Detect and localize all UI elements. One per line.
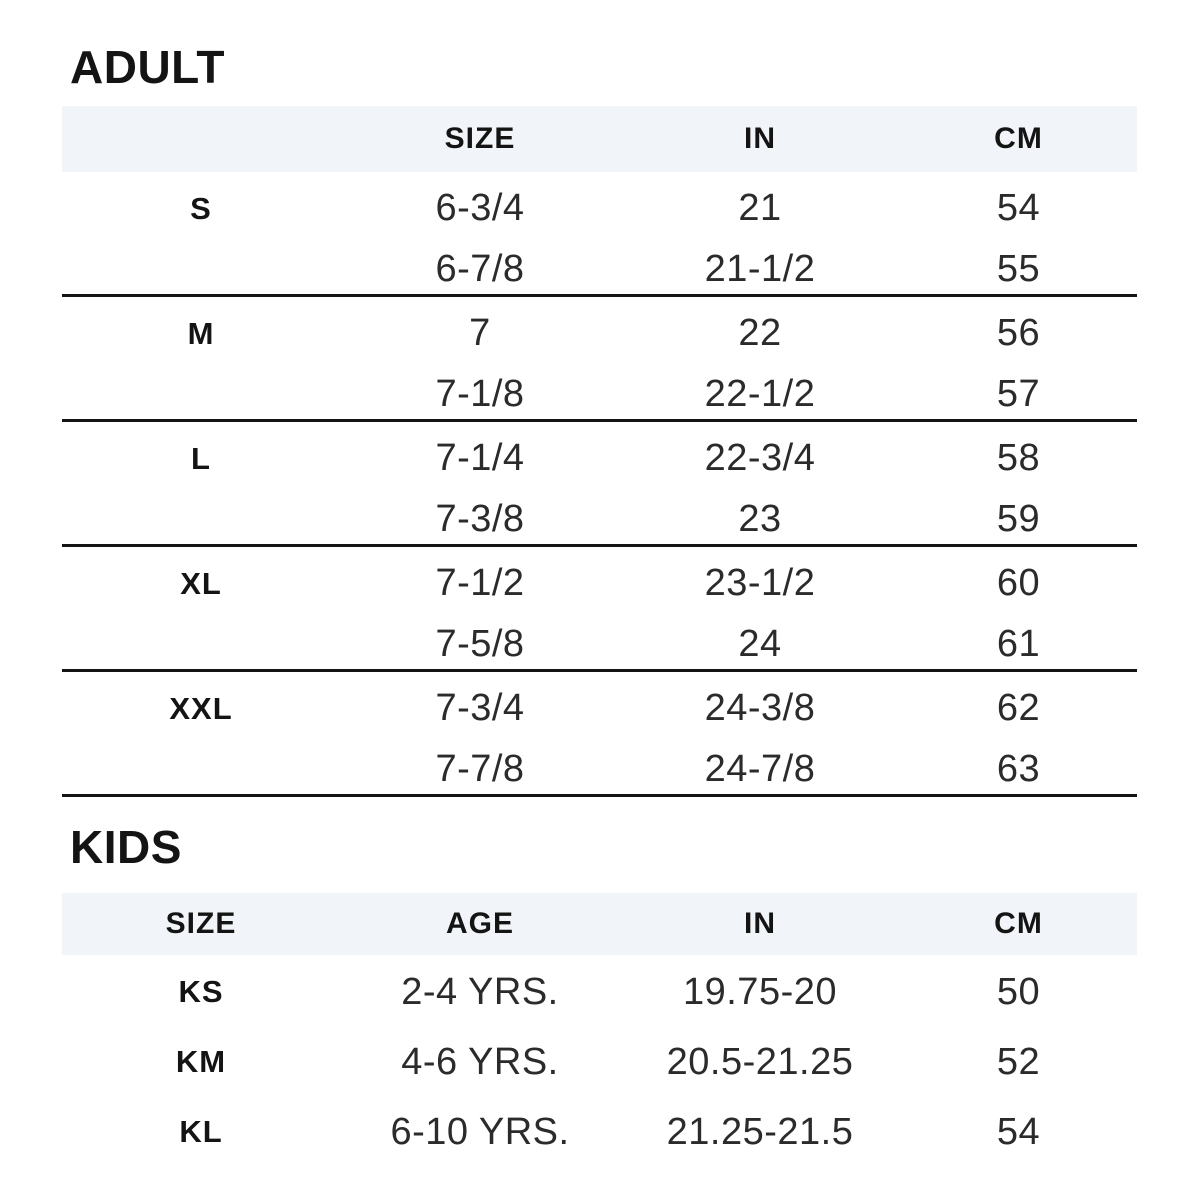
in-cell: 23-1/2 xyxy=(704,562,816,604)
cm-cell: 60 xyxy=(996,562,1041,604)
adult-column-header-cm: CM xyxy=(994,122,1043,155)
table-row: 7-1/8 22-1/2 57 xyxy=(62,358,1137,419)
size-cell: 7-1/2 xyxy=(435,562,525,604)
kids-column-header-in: IN xyxy=(744,907,776,940)
cm-cell: 55 xyxy=(996,248,1041,290)
cm-cell: 62 xyxy=(996,687,1041,729)
size-group-label: KL xyxy=(179,1114,223,1149)
size-group-label: L xyxy=(191,440,211,476)
kids-size-table: SIZE AGE IN CM KS 2-4 YRS. 19.75-20 50 K… xyxy=(62,893,1137,1165)
in-cell: 22-1/2 xyxy=(704,373,816,415)
adult-column-header-size: SIZE xyxy=(444,122,516,155)
cm-cell: 61 xyxy=(996,623,1041,665)
in-cell: 24 xyxy=(738,623,782,665)
size-cell: 7-3/4 xyxy=(435,687,525,729)
adult-size-group-m: M 7 22 56 7-1/8 22-1/2 57 xyxy=(62,297,1137,422)
size-cell: 7 xyxy=(469,312,491,354)
size-group-label: KS xyxy=(178,974,224,1009)
size-cell: 6-3/4 xyxy=(435,187,525,229)
size-cell: 7-1/8 xyxy=(435,373,525,415)
size-cell: 7-3/8 xyxy=(435,498,525,540)
size-group-label: M xyxy=(187,315,215,351)
adult-section-title: ADULT xyxy=(70,41,225,93)
table-row: L 7-1/4 22-3/4 58 xyxy=(62,422,1137,483)
table-row: 7-5/8 24 61 xyxy=(62,608,1137,669)
size-group-label: S xyxy=(190,190,212,226)
in-cell: 23 xyxy=(738,498,782,540)
table-row: 7-3/8 23 59 xyxy=(62,483,1137,544)
adult-table-header-row: SIZE IN CM xyxy=(62,106,1137,172)
cm-cell: 54 xyxy=(996,1110,1041,1153)
size-cell: 7-7/8 xyxy=(435,748,525,790)
in-cell: 22 xyxy=(738,312,782,354)
cm-cell: 56 xyxy=(996,312,1041,354)
kids-table-header-row: SIZE AGE IN CM xyxy=(62,893,1137,955)
age-cell: 6-10 YRS. xyxy=(390,1110,570,1153)
table-row: KS 2-4 YRS. 19.75-20 50 xyxy=(62,955,1137,1025)
table-row: S 6-3/4 21 54 xyxy=(62,172,1137,233)
in-cell: 21 xyxy=(738,187,782,229)
kids-column-header-size: SIZE xyxy=(165,907,237,940)
size-group-label: XXL xyxy=(169,690,233,726)
adult-column-header-in: IN xyxy=(744,122,776,155)
table-row: XL 7-1/2 23-1/2 60 xyxy=(62,547,1137,608)
in-cell: 22-3/4 xyxy=(704,437,816,479)
adult-size-group-xxl: XXL 7-3/4 24-3/8 62 7-7/8 24-7/8 63 xyxy=(62,672,1137,797)
age-cell: 2-4 YRS. xyxy=(401,970,559,1013)
kids-column-header-age: AGE xyxy=(445,907,514,940)
adult-size-group-xl: XL 7-1/2 23-1/2 60 7-5/8 24 61 xyxy=(62,547,1137,672)
cm-cell: 50 xyxy=(996,970,1041,1013)
size-cell: 7-5/8 xyxy=(435,623,525,665)
kids-column-header-cm: CM xyxy=(994,907,1043,940)
in-cell: 19.75-20 xyxy=(682,970,837,1013)
table-row: KM 4-6 YRS. 20.5-21.25 52 xyxy=(62,1025,1137,1095)
cm-cell: 63 xyxy=(996,748,1041,790)
cm-cell: 54 xyxy=(996,187,1041,229)
in-cell: 21.25-21.5 xyxy=(666,1110,854,1153)
table-row: KL 6-10 YRS. 21.25-21.5 54 xyxy=(62,1095,1137,1165)
cm-cell: 59 xyxy=(996,498,1041,540)
kids-section-title: KIDS xyxy=(70,821,182,873)
size-cell: 7-1/4 xyxy=(435,437,525,479)
in-cell: 21-1/2 xyxy=(704,248,816,290)
table-row: 7-7/8 24-7/8 63 xyxy=(62,733,1137,794)
adult-size-group-s: S 6-3/4 21 54 6-7/8 21-1/2 55 xyxy=(62,172,1137,297)
size-group-label: XL xyxy=(180,565,222,601)
table-row: M 7 22 56 xyxy=(62,297,1137,358)
adult-size-group-l: L 7-1/4 22-3/4 58 7-3/8 23 59 xyxy=(62,422,1137,547)
cm-cell: 57 xyxy=(996,373,1041,415)
in-cell: 20.5-21.25 xyxy=(666,1040,854,1083)
table-row: 6-7/8 21-1/2 55 xyxy=(62,233,1137,294)
adult-size-table: SIZE IN CM S 6-3/4 21 54 6-7/8 21-1/2 55… xyxy=(62,106,1137,797)
cm-cell: 52 xyxy=(996,1040,1041,1083)
cm-cell: 58 xyxy=(996,437,1041,479)
in-cell: 24-7/8 xyxy=(704,748,816,790)
size-cell: 6-7/8 xyxy=(435,248,525,290)
in-cell: 24-3/8 xyxy=(704,687,816,729)
table-row: XXL 7-3/4 24-3/8 62 xyxy=(62,672,1137,733)
age-cell: 4-6 YRS. xyxy=(401,1040,559,1083)
size-group-label: KM xyxy=(175,1044,227,1079)
